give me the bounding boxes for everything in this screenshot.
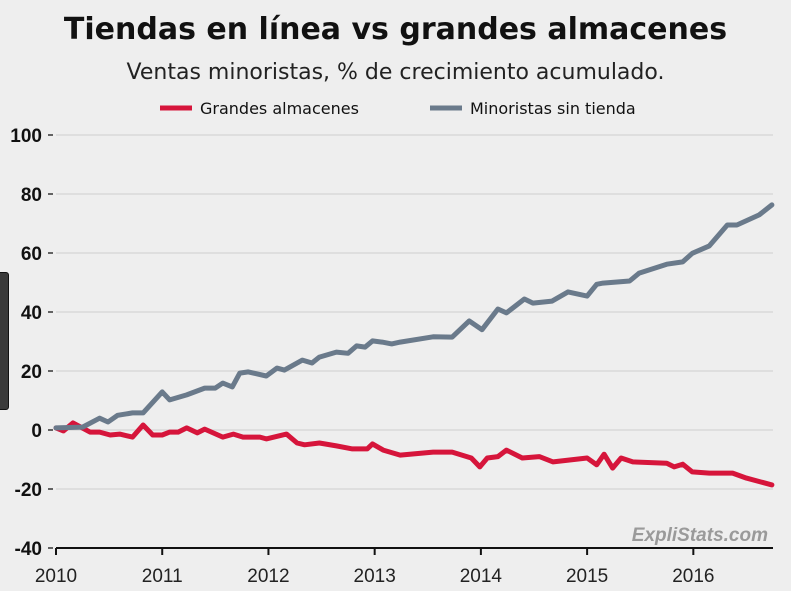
y-tick-label: 100 <box>10 126 42 147</box>
x-tick-label: 2013 <box>354 566 396 587</box>
legend-label: Grandes almacenes <box>200 99 359 118</box>
x-tick-label: 2012 <box>247 566 289 587</box>
y-axis: -40 -20 0 20 40 60 80 100 <box>10 126 53 560</box>
x-tick-label: 2011 <box>142 566 183 587</box>
side-panel-handle[interactable] <box>0 272 9 410</box>
series-line-0 <box>53 420 775 488</box>
series-lines <box>53 202 775 488</box>
legend: Grandes almacenes Minoristas sin tienda <box>160 99 636 118</box>
x-axis: 2010 2011 2012 2013 2014 2015 2016 <box>35 547 773 587</box>
chart-subtitle: Ventas minoristas, % de crecimiento acum… <box>126 60 665 85</box>
legend-label: Minoristas sin tienda <box>470 99 636 118</box>
chart-title: Tiendas en línea vs grandes almacenes <box>63 12 728 47</box>
series-line-1 <box>53 202 775 431</box>
y-tick-label: -40 <box>15 539 42 560</box>
watermark: ExpliStats.com <box>632 525 768 546</box>
x-tick-label: 2010 <box>35 566 77 587</box>
x-tick-label: 2014 <box>460 566 503 587</box>
x-tick-label: 2015 <box>566 566 608 587</box>
y-tick-label: 20 <box>21 362 42 383</box>
x-tick-label: 2016 <box>672 566 714 587</box>
y-tick-label: 60 <box>21 244 42 265</box>
y-tick-label: 0 <box>31 421 42 442</box>
y-tick-label: -20 <box>15 480 42 501</box>
y-tick-label: 40 <box>21 303 42 324</box>
y-tick-label: 80 <box>21 185 42 206</box>
